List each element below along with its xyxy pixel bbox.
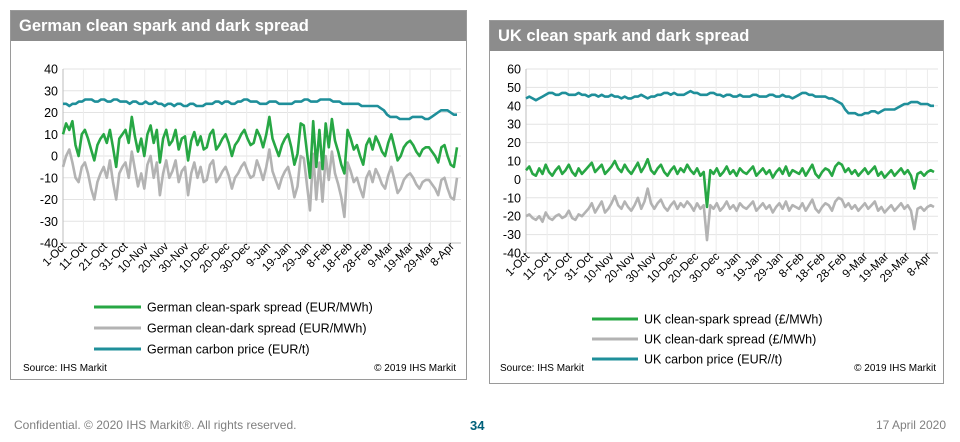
footer-date: 17 April 2020	[875, 418, 946, 432]
uk-chart-panel: UK clean spark and dark spread -40 -30 -20…	[489, 20, 944, 384]
uk-y-tick-label: 50	[507, 81, 521, 95]
uk-y-tick-label: -10	[503, 191, 521, 205]
uk-x-tick-label: 8-Apr	[905, 251, 933, 279]
german-legend-label: German clean-spark spread (EUR/MWh)	[147, 301, 373, 315]
uk-chart: -40-30-20-1001020304050601-Oct11-Oct21-O…	[500, 63, 938, 374]
german-y-tick-label: 10	[44, 128, 58, 142]
german-y-tick-label: -30	[40, 215, 58, 229]
german-legend-label: German clean-dark spread (EUR/MWh)	[147, 322, 367, 336]
german-y-tick-label: 40	[44, 63, 58, 77]
page-number: 34	[470, 418, 485, 433]
uk-y-tick-label: 10	[507, 155, 521, 169]
uk-y-tick-label: -30	[503, 228, 521, 242]
german-copyright: © 2019 IHS Markit	[374, 363, 456, 374]
uk-series-line-0	[525, 157, 935, 209]
footer-confidential: Confidential. © 2020 IHS Markit®. All ri…	[14, 418, 297, 432]
german-y-tick-label: -20	[40, 193, 58, 207]
uk-y-tick-label: 60	[507, 63, 521, 77]
uk-y-tick-label: 0	[514, 173, 521, 187]
uk-chart-title: UK clean spark and dark spread	[490, 21, 943, 51]
uk-legend-label: UK clean-spark spread (£/MWh)	[644, 313, 823, 327]
uk-legend-label: UK carbon price (EUR//t)	[644, 353, 782, 367]
uk-legend-label: UK clean-dark spread (£/MWh)	[644, 333, 816, 347]
german-chart-panel: German clean spark and dark spread -40 -3…	[10, 10, 467, 380]
german-series-line-1	[61, 148, 459, 219]
german-source: Source: IHS Markit	[23, 363, 107, 374]
german-chart: -40-30-20-100102030401-Oct11-Oct21-Oct31…	[23, 63, 461, 374]
uk-series-line-1	[525, 187, 935, 242]
uk-y-tick-label: -20	[503, 210, 521, 224]
german-legend-label: German carbon price (EUR/t)	[147, 343, 310, 357]
german-y-tick-label: 30	[44, 84, 58, 98]
german-chart-title: German clean spark and dark spread	[11, 11, 466, 41]
german-y-tick-label: 0	[51, 150, 58, 164]
german-y-tick-label: -10	[40, 171, 58, 185]
uk-copyright: © 2019 IHS Markit	[854, 363, 936, 374]
uk-source: Source: IHS Markit	[500, 363, 584, 374]
german-y-tick-label: -40	[40, 237, 58, 251]
german-series-line-0	[61, 115, 459, 180]
uk-y-tick-label: 20	[507, 136, 521, 150]
german-x-tick-label: 8-Apr	[429, 241, 457, 269]
uk-y-tick-label: 30	[507, 118, 521, 132]
uk-series-line-2	[525, 89, 934, 117]
uk-y-tick-label: 40	[507, 99, 521, 113]
uk-y-tick-label: -40	[503, 247, 521, 261]
german-series-line-2	[63, 98, 457, 121]
german-y-tick-label: 20	[44, 106, 58, 120]
